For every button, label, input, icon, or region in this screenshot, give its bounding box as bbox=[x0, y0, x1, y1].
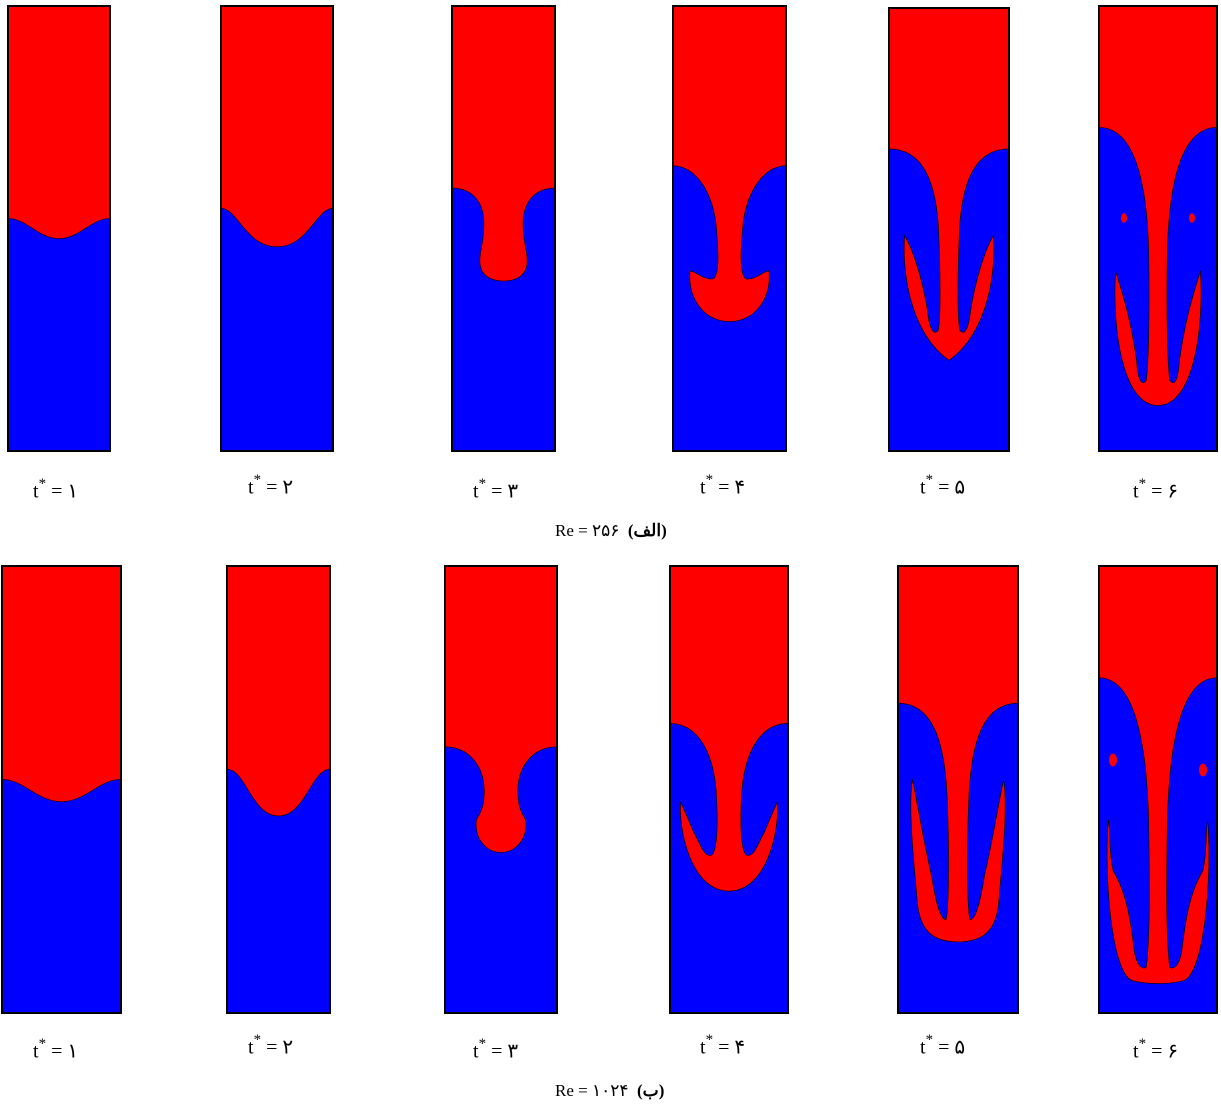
light-fluid-region bbox=[898, 702, 1018, 1013]
row-b-frame-4 bbox=[669, 565, 789, 1014]
light-fluid-region bbox=[673, 165, 786, 451]
time-label-b-5: t* = ۵ bbox=[920, 1032, 966, 1059]
frame-border bbox=[672, 5, 787, 452]
frame-border bbox=[220, 5, 334, 452]
row-a-frame-1 bbox=[7, 5, 111, 452]
reynolds-number-a: Re = ۲۵۶ bbox=[555, 521, 620, 540]
frame-border bbox=[1098, 5, 1218, 452]
time-label-b-3: t* = ۳ bbox=[473, 1036, 519, 1063]
time-label-a-3: t* = ۳ bbox=[473, 476, 519, 503]
panel-tag-b: (ب) bbox=[637, 1081, 665, 1100]
reynolds-number-b: Re = ۱۰۲۴ bbox=[555, 1081, 629, 1100]
light-fluid-region bbox=[8, 218, 110, 451]
light-fluid-region bbox=[1099, 677, 1217, 1013]
time-label-b-4: t* = ۴ bbox=[700, 1032, 746, 1059]
panel-tag-a: (الف) bbox=[627, 521, 667, 540]
frame-border bbox=[888, 7, 1010, 452]
row-a-frame-2 bbox=[220, 5, 334, 452]
panel-caption-a: Re = ۲۵۶ (الف) bbox=[555, 521, 667, 541]
time-label-b-6: t* = ۶ bbox=[1133, 1036, 1179, 1063]
frame-border bbox=[451, 5, 556, 452]
droplet bbox=[1199, 763, 1207, 777]
time-label-a-5: t* = ۵ bbox=[920, 472, 966, 499]
row-a-frame-5 bbox=[888, 7, 1010, 452]
row-a-frame-3 bbox=[451, 5, 556, 452]
frame-border bbox=[1, 565, 122, 1014]
time-label-b-2: t* = ۲ bbox=[248, 1032, 294, 1059]
light-fluid-region bbox=[452, 187, 555, 451]
time-label-a-6: t* = ۶ bbox=[1133, 476, 1179, 503]
row-b-frame-6 bbox=[1098, 565, 1218, 1014]
light-fluid-region bbox=[221, 207, 333, 451]
frame-border bbox=[1098, 565, 1218, 1014]
frame-border bbox=[897, 565, 1019, 1014]
light-fluid-region bbox=[445, 746, 557, 1013]
row-a-frame-6 bbox=[1098, 5, 1218, 452]
row-b-frame-3 bbox=[444, 565, 558, 1014]
droplet bbox=[1121, 213, 1127, 223]
droplet bbox=[1109, 753, 1117, 767]
row-a-frame-4 bbox=[672, 5, 787, 452]
time-label-a-4: t* = ۴ bbox=[700, 472, 746, 499]
frame-border bbox=[7, 5, 111, 452]
row-b-frame-1 bbox=[1, 565, 122, 1014]
row-b-frame-5 bbox=[897, 565, 1019, 1014]
frame-border bbox=[444, 565, 558, 1014]
frame-border bbox=[226, 565, 331, 1014]
time-label-a-2: t* = ۲ bbox=[248, 472, 294, 499]
time-label-a-1: t* = ۱ bbox=[33, 476, 79, 503]
panel-caption-b: Re = ۱۰۲۴ (ب) bbox=[555, 1081, 664, 1101]
light-fluid-region bbox=[2, 779, 121, 1013]
droplet bbox=[1189, 213, 1195, 223]
light-fluid-region bbox=[889, 148, 1009, 451]
row-b-frame-2 bbox=[226, 565, 331, 1014]
frame-border bbox=[669, 565, 789, 1014]
light-fluid-region bbox=[1099, 127, 1217, 451]
time-label-b-1: t* = ۱ bbox=[33, 1036, 79, 1063]
